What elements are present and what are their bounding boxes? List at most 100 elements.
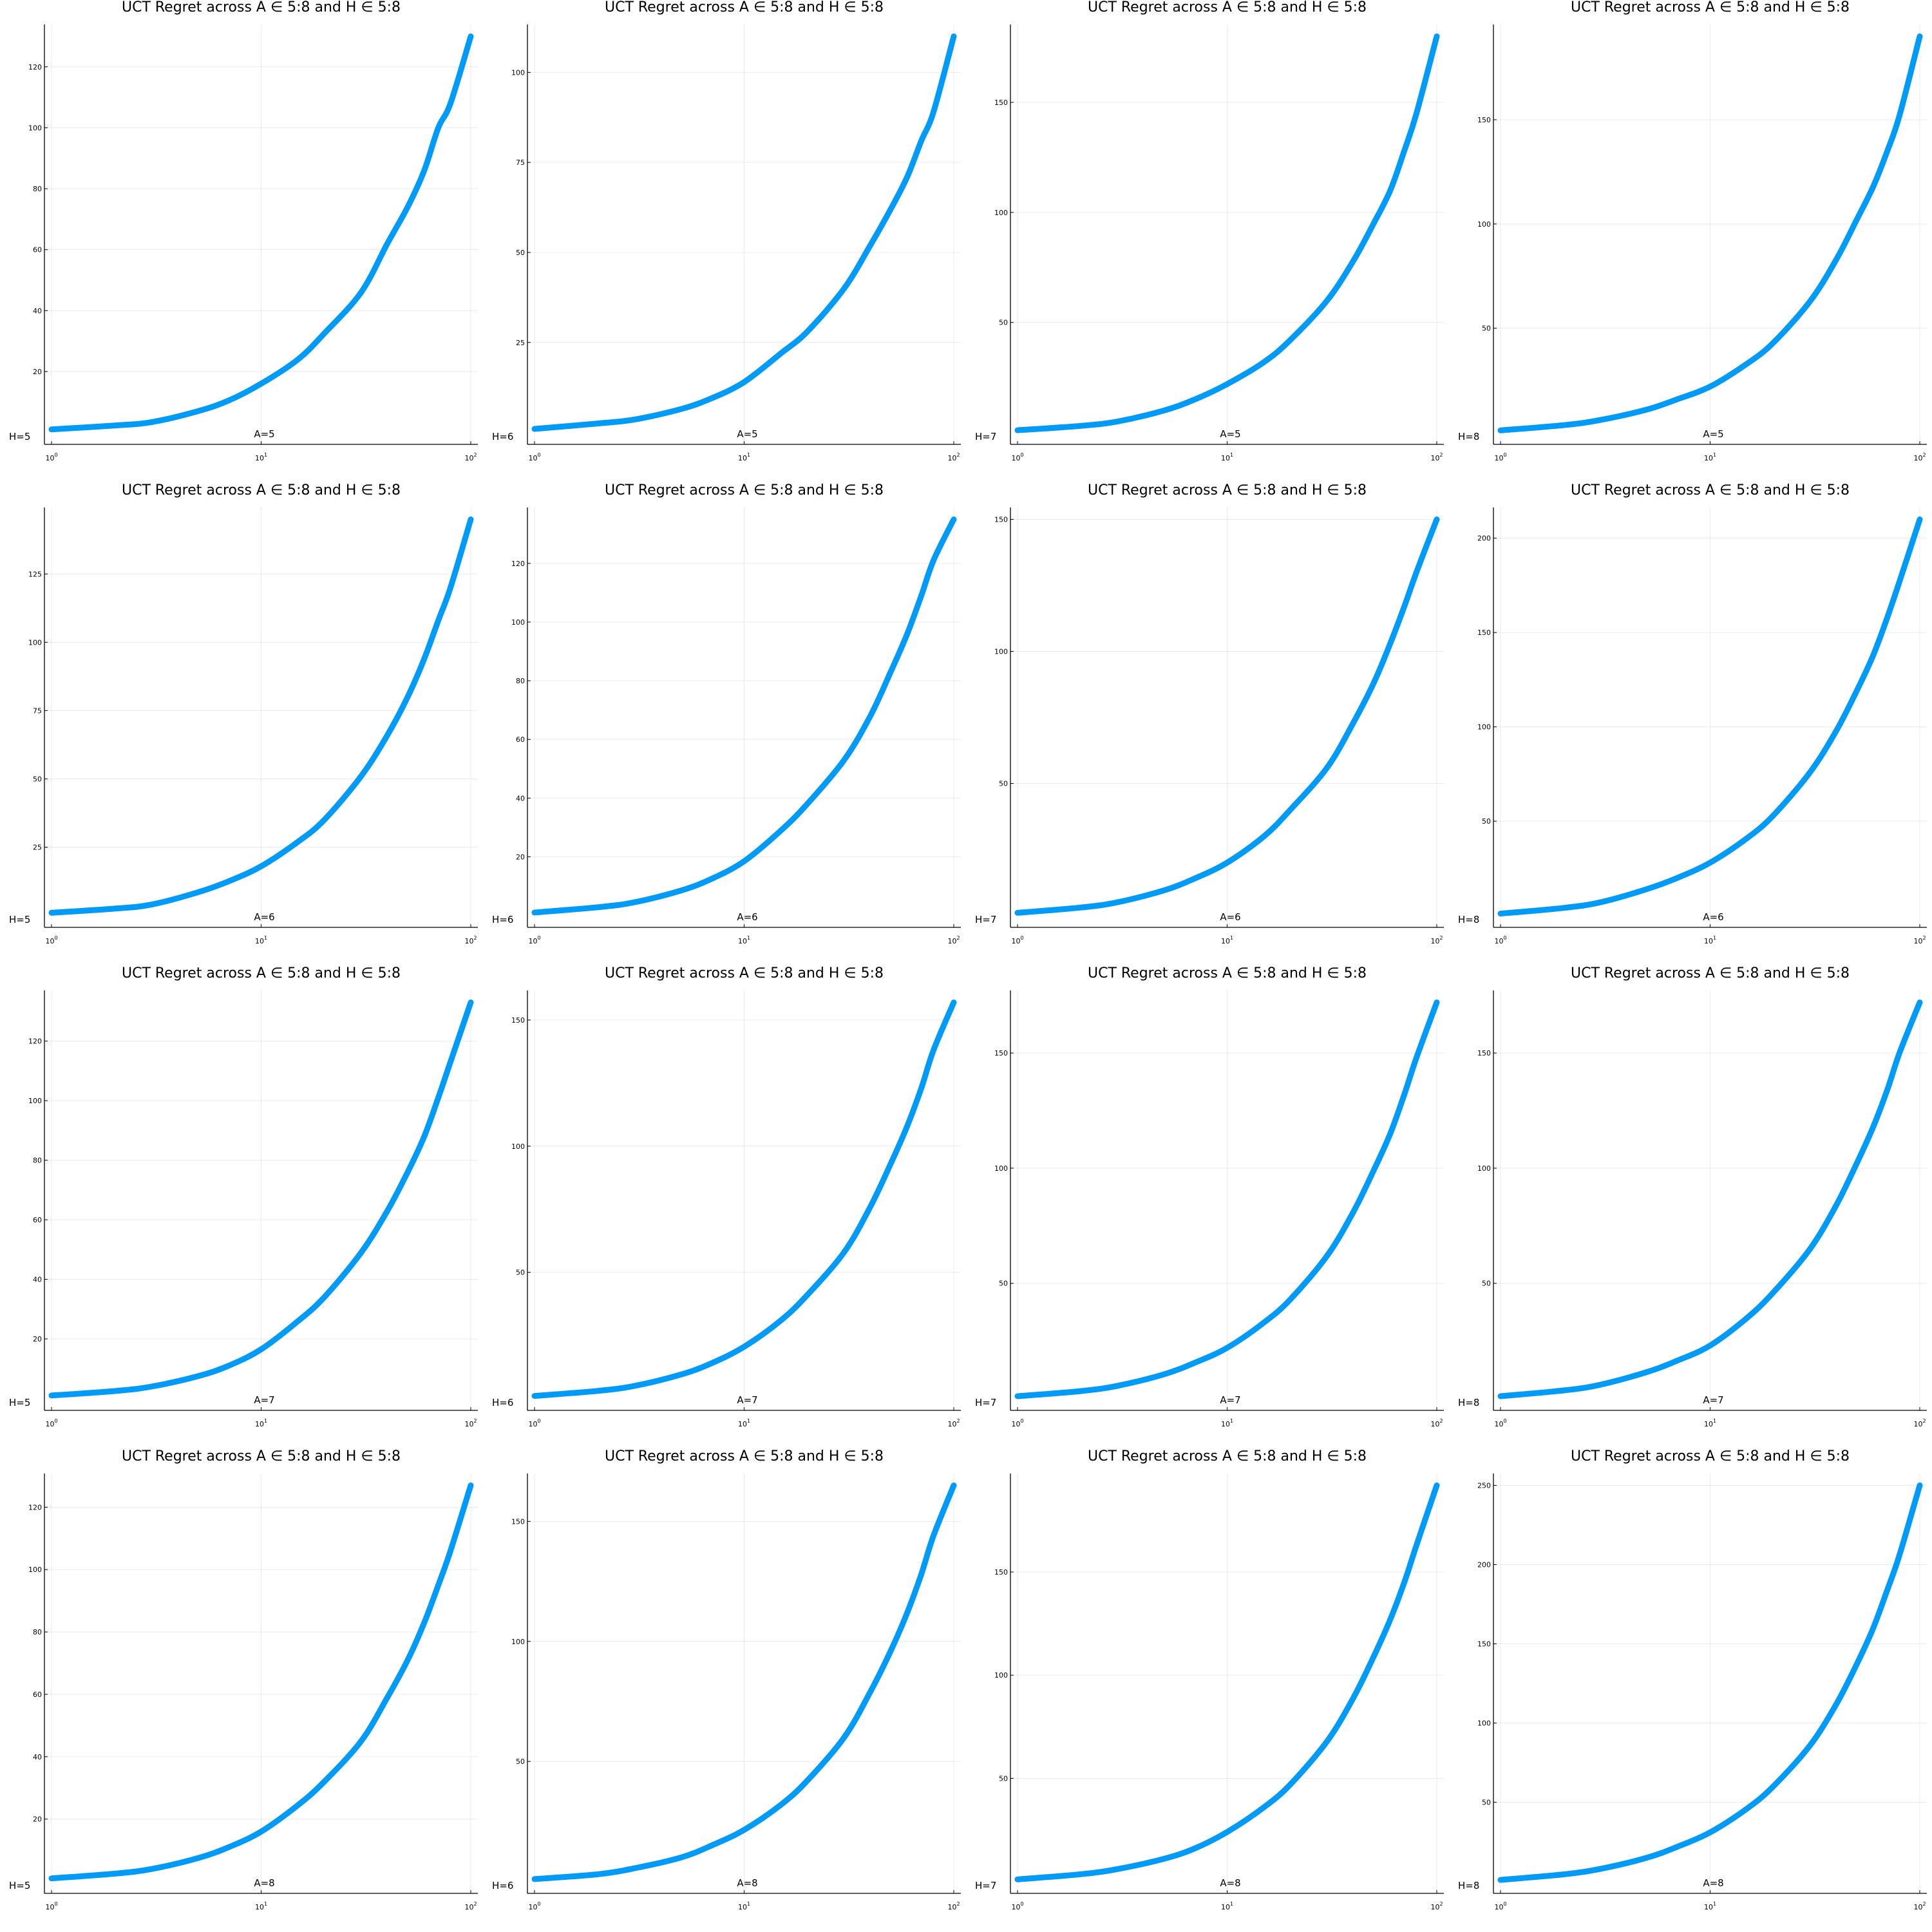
y-tick-label: 80 bbox=[33, 1628, 42, 1636]
y-tick-label: 80 bbox=[516, 677, 525, 685]
y-tick-label: 40 bbox=[33, 307, 42, 315]
subplot-canvas: UCT Regret across A ∈ 5:8 and H ∈ 5:8 50 1… bbox=[975, 965, 1444, 1428]
chart-title: UCT Regret across A ∈ 5:8 and H ∈ 5:8 bbox=[122, 0, 401, 15]
subplot-canvas: UCT Regret across A ∈ 5:8 and H ∈ 5:8 50 1… bbox=[975, 0, 1444, 462]
annotation-h: H=7 bbox=[975, 1397, 996, 1408]
subplot-canvas: UCT Regret across A ∈ 5:8 and H ∈ 5:8 50 1… bbox=[975, 1448, 1444, 1911]
x-tick-label: 100 bbox=[1494, 452, 1506, 462]
x-tick-label: 102 bbox=[1430, 452, 1443, 462]
x-tick-label: 101 bbox=[738, 935, 750, 945]
y-tick-label: 40 bbox=[516, 794, 525, 802]
x-tick-label: 100 bbox=[1494, 1901, 1506, 1911]
x-tick-label: 100 bbox=[1011, 935, 1023, 945]
chart-title: UCT Regret across A ∈ 5:8 and H ∈ 5:8 bbox=[605, 1448, 884, 1464]
chart-title: UCT Regret across A ∈ 5:8 and H ∈ 5:8 bbox=[1088, 1448, 1367, 1464]
y-tick-label: 100 bbox=[1477, 723, 1491, 732]
annotation-a: A=6 bbox=[254, 911, 274, 923]
subplot-canvas: UCT Regret across A ∈ 5:8 and H ∈ 5:8 20 4… bbox=[9, 1448, 478, 1911]
y-tick-label: 60 bbox=[33, 246, 42, 254]
y-tick-label: 100 bbox=[994, 209, 1008, 217]
y-tick-label: 150 bbox=[1477, 116, 1491, 124]
y-tick-label: 150 bbox=[994, 99, 1008, 107]
subplot-canvas: UCT Regret across A ∈ 5:8 and H ∈ 5:8 50 1… bbox=[492, 1448, 961, 1911]
x-tick-label: 102 bbox=[1913, 1901, 1926, 1911]
x-tick-label: 100 bbox=[45, 1901, 57, 1911]
subplot-8: UCT Regret across A ∈ 5:8 and H ∈ 5:8 50 1… bbox=[1450, 482, 1932, 966]
chart-title: UCT Regret across A ∈ 5:8 and H ∈ 5:8 bbox=[1088, 0, 1367, 15]
subplot-2: UCT Regret across A ∈ 5:8 and H ∈ 5:8 25 5… bbox=[484, 0, 967, 483]
y-tick-label: 100 bbox=[28, 1566, 42, 1574]
y-tick-label: 200 bbox=[1477, 535, 1491, 543]
annotation-h: H=8 bbox=[1458, 914, 1479, 925]
y-tick-label: 100 bbox=[28, 124, 42, 132]
annotation-h: H=8 bbox=[1458, 1880, 1479, 1891]
x-tick-label: 101 bbox=[1704, 1418, 1716, 1428]
subplot-14: UCT Regret across A ∈ 5:8 and H ∈ 5:8 50 1… bbox=[484, 1448, 967, 1932]
series-line bbox=[48, 1482, 474, 1882]
chart-title: UCT Regret across A ∈ 5:8 and H ∈ 5:8 bbox=[122, 965, 401, 981]
annotation-h: H=7 bbox=[975, 1880, 996, 1891]
subplot-11: UCT Regret across A ∈ 5:8 and H ∈ 5:8 50 1… bbox=[967, 965, 1450, 1449]
y-tick-label: 120 bbox=[28, 63, 42, 71]
y-tick-label: 20 bbox=[516, 853, 525, 861]
annotation-h: H=6 bbox=[492, 1880, 513, 1891]
series-line bbox=[1497, 1482, 1923, 1883]
y-tick-label: 50 bbox=[1482, 325, 1491, 333]
y-tick-label: 80 bbox=[33, 1157, 42, 1165]
x-tick-label: 101 bbox=[738, 1418, 750, 1428]
series-line bbox=[1497, 33, 1923, 433]
x-tick-label: 101 bbox=[255, 452, 267, 462]
series-line bbox=[1014, 999, 1440, 1399]
subplot-canvas: UCT Regret across A ∈ 5:8 and H ∈ 5:8 50 1… bbox=[1458, 0, 1927, 462]
subplot-7: UCT Regret across A ∈ 5:8 and H ∈ 5:8 50 1… bbox=[967, 482, 1450, 966]
annotation-a: A=6 bbox=[737, 911, 757, 923]
x-tick-label: 100 bbox=[1011, 1418, 1023, 1428]
y-tick-label: 50 bbox=[516, 249, 525, 257]
y-tick-label: 150 bbox=[994, 1049, 1008, 1057]
x-tick-label: 102 bbox=[947, 935, 960, 945]
y-tick-label: 150 bbox=[1477, 1049, 1491, 1057]
subplot-canvas: UCT Regret across A ∈ 5:8 and H ∈ 5:8 50 1… bbox=[1458, 482, 1927, 945]
subplot-canvas: UCT Regret across A ∈ 5:8 and H ∈ 5:8 20 4… bbox=[492, 482, 961, 945]
annotation-a: A=5 bbox=[254, 428, 274, 440]
y-tick-label: 100 bbox=[28, 1097, 42, 1105]
annotation-a: A=7 bbox=[1220, 1394, 1240, 1406]
subplot-6: UCT Regret across A ∈ 5:8 and H ∈ 5:8 20 4… bbox=[484, 482, 967, 966]
annotation-h: H=6 bbox=[492, 431, 513, 442]
y-tick-label: 25 bbox=[516, 339, 525, 347]
series-line bbox=[531, 999, 957, 1399]
y-tick-label: 100 bbox=[1477, 1164, 1491, 1173]
y-tick-label: 50 bbox=[516, 1757, 525, 1766]
y-tick-label: 20 bbox=[33, 1815, 42, 1824]
series-line bbox=[531, 1482, 957, 1882]
annotation-h: H=5 bbox=[9, 1880, 30, 1891]
annotation-h: H=7 bbox=[975, 431, 996, 442]
y-tick-label: 100 bbox=[1477, 1719, 1491, 1728]
y-tick-label: 40 bbox=[33, 1276, 42, 1284]
y-tick-label: 80 bbox=[33, 185, 42, 193]
series-line bbox=[48, 999, 474, 1399]
subplot-canvas: UCT Regret across A ∈ 5:8 and H ∈ 5:8 25 5… bbox=[9, 482, 478, 945]
annotation-h: H=8 bbox=[1458, 431, 1479, 442]
annotation-h: H=5 bbox=[9, 1397, 30, 1408]
subplot-canvas: UCT Regret across A ∈ 5:8 and H ∈ 5:8 50 1… bbox=[1458, 965, 1927, 1428]
x-tick-label: 101 bbox=[255, 935, 267, 945]
x-tick-label: 102 bbox=[1913, 452, 1926, 462]
y-tick-label: 100 bbox=[994, 647, 1008, 656]
x-tick-label: 101 bbox=[1221, 1418, 1233, 1428]
y-tick-label: 50 bbox=[999, 1774, 1008, 1783]
y-tick-label: 100 bbox=[511, 618, 525, 627]
y-tick-label: 250 bbox=[1477, 1481, 1491, 1490]
x-tick-label: 101 bbox=[1704, 935, 1716, 945]
annotation-a: A=8 bbox=[254, 1877, 274, 1889]
subplot-12: UCT Regret across A ∈ 5:8 and H ∈ 5:8 50 1… bbox=[1450, 965, 1932, 1449]
annotation-a: A=5 bbox=[1220, 428, 1240, 440]
x-tick-label: 100 bbox=[528, 1901, 540, 1911]
x-tick-label: 100 bbox=[1494, 1418, 1506, 1428]
y-tick-label: 150 bbox=[994, 515, 1008, 524]
y-tick-label: 100 bbox=[511, 1142, 525, 1151]
annotation-a: A=8 bbox=[1703, 1877, 1723, 1889]
x-tick-label: 100 bbox=[1011, 1901, 1023, 1911]
y-tick-label: 100 bbox=[28, 638, 42, 647]
